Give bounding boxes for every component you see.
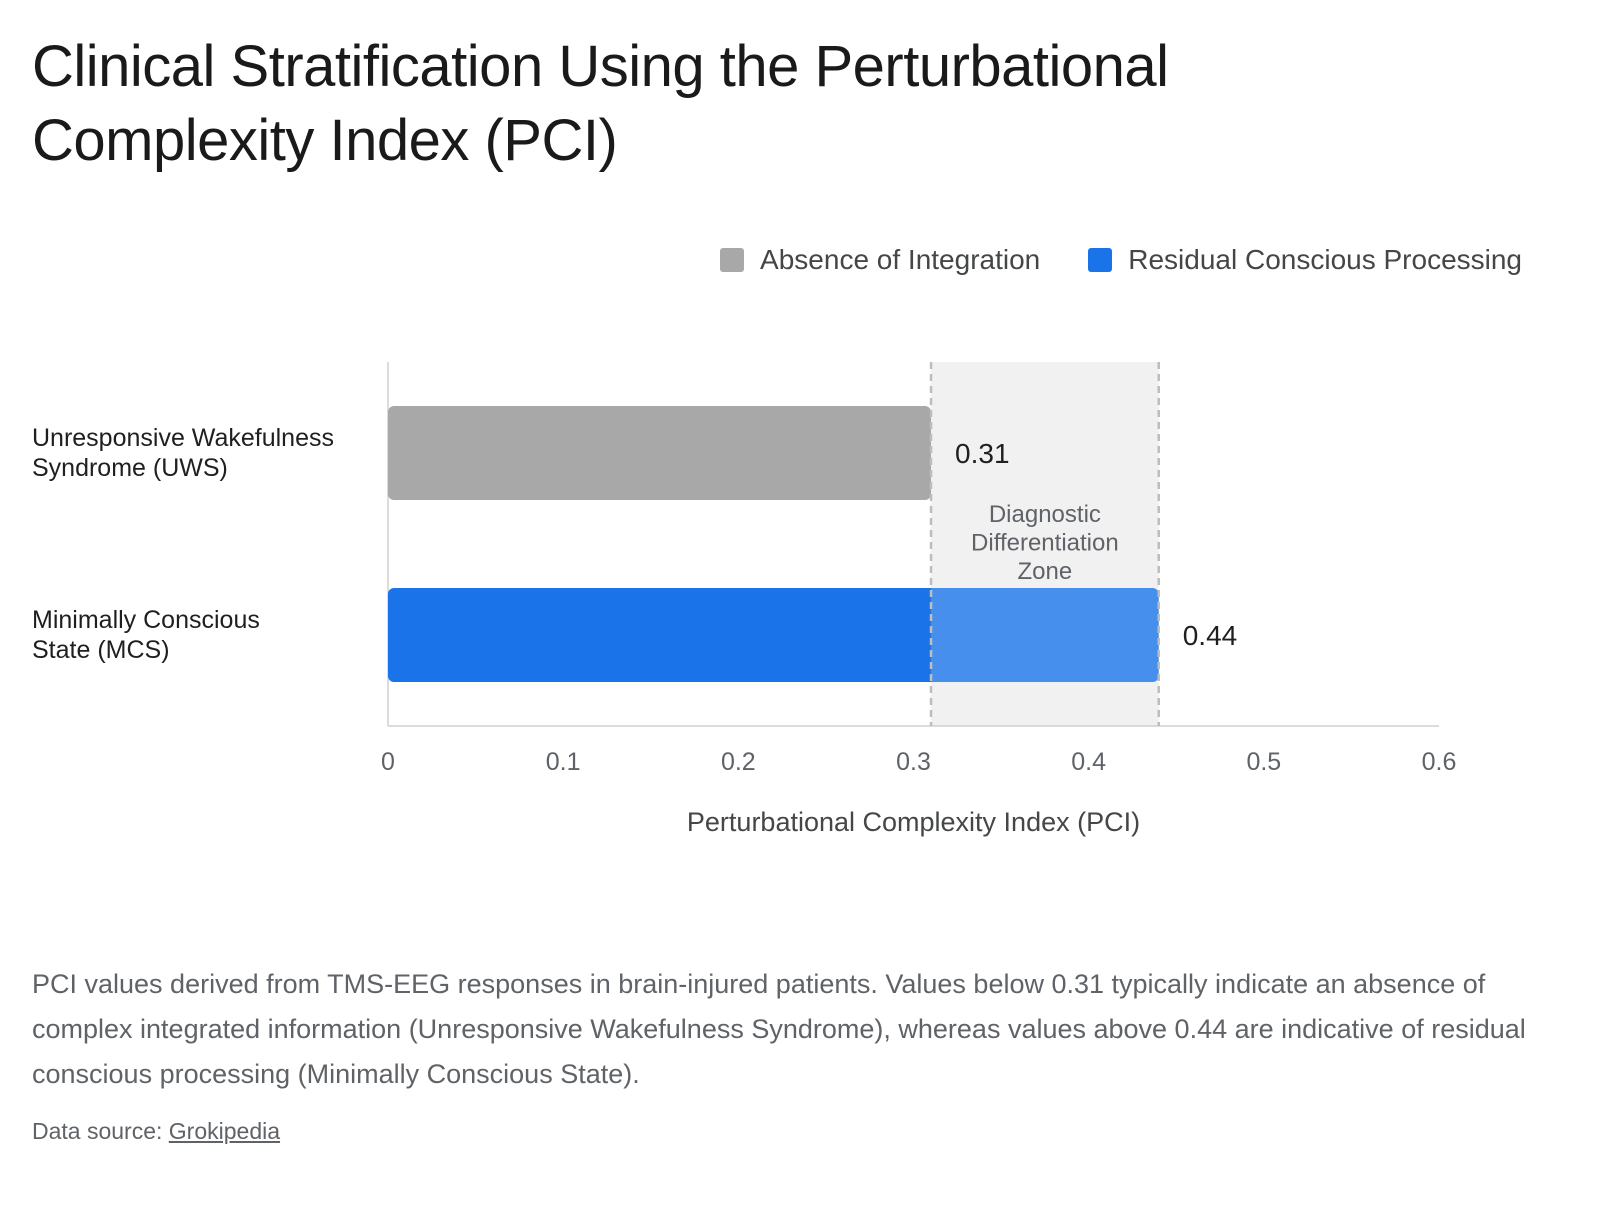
legend-label-residual: Residual Conscious Processing (1128, 244, 1522, 275)
x-tick-label: 0 (381, 748, 395, 776)
x-tick-label: 0.3 (896, 748, 931, 776)
value-label-0: 0.31 (955, 438, 1010, 469)
bar-zone-overlay (931, 588, 1159, 682)
category-label: Syndrome (UWS) (32, 454, 228, 482)
legend-label-absence: Absence of Integration (760, 244, 1041, 275)
bar-0 (388, 406, 932, 500)
x-axis-title: Perturbational Complexity Index (PCI) (687, 807, 1140, 837)
category-label: Unresponsive Wakefulness (32, 424, 334, 452)
legend-item-residual: Residual Conscious Processing (1088, 244, 1522, 276)
zone-label-line: Diagnostic (989, 501, 1101, 528)
data-source: Data source: Grokipedia (32, 1118, 280, 1145)
chart-title: Clinical Stratification Using the Pertur… (32, 34, 1169, 173)
zone-label-line: Differentiation (971, 530, 1119, 557)
x-tick-label: 0.6 (1422, 748, 1457, 776)
x-tick-label: 0.1 (546, 748, 581, 776)
legend-swatch-gray (720, 248, 745, 272)
category-label: Minimally Conscious (32, 606, 260, 634)
zone-label-line: Zone (1018, 558, 1073, 585)
x-tick-label: 0.5 (1246, 748, 1281, 776)
chart-caption: PCI values derived from TMS-EEG response… (32, 969, 1526, 1089)
x-tick-label: 0.4 (1071, 748, 1106, 776)
data-source-link[interactable]: Grokipedia (168, 1118, 281, 1144)
value-label-1: 0.44 (1183, 620, 1238, 651)
legend-swatch-blue (1088, 248, 1113, 272)
legend-item-absence: Absence of Integration (720, 244, 1040, 276)
category-label: State (MCS) (32, 636, 170, 664)
legend: Absence of Integration Residual Consciou… (672, 244, 1522, 276)
x-tick-label: 0.2 (721, 748, 756, 776)
data-source-prefix: Data source: (32, 1118, 169, 1144)
bar-1 (388, 588, 1159, 682)
